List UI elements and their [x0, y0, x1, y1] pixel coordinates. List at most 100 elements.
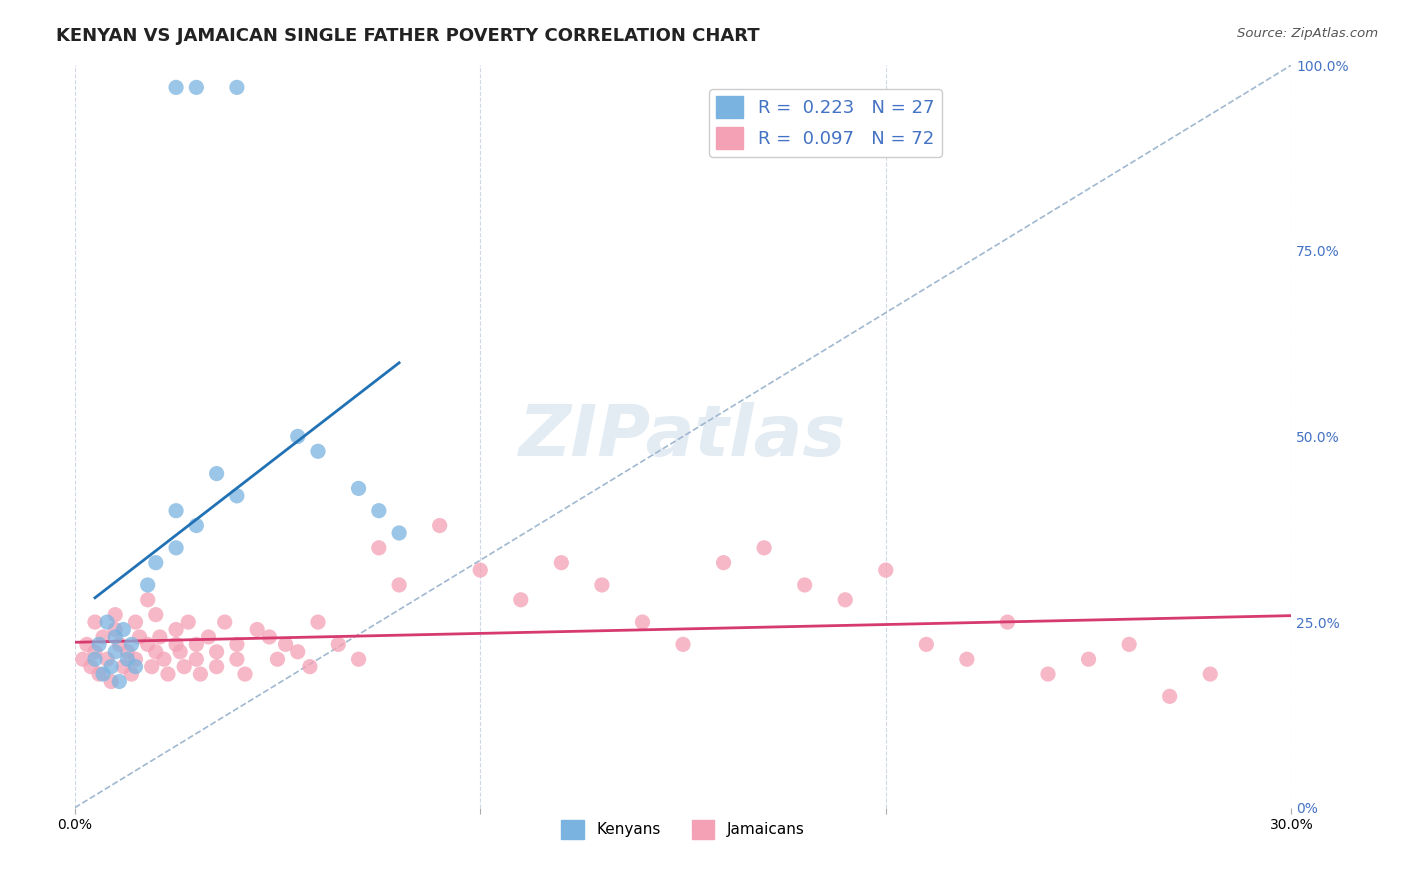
Point [141, 659, 163, 673]
Point [112, 659, 135, 673]
Point [1159, 690, 1181, 704]
Point [91, 667, 114, 681]
Point [145, 556, 167, 570]
Point [84, 615, 107, 629]
Point [225, 652, 247, 666]
Point [124, 615, 146, 629]
Point [156, 667, 179, 681]
Point [120, 637, 142, 651]
Point [225, 80, 247, 95]
Point [108, 637, 131, 651]
Point [136, 637, 159, 651]
Point [76, 637, 98, 651]
Point [100, 674, 122, 689]
Point [205, 467, 228, 481]
Point [793, 578, 815, 592]
Point [145, 607, 167, 622]
Point [550, 556, 572, 570]
Point [388, 578, 411, 592]
Point [165, 623, 187, 637]
Point [96, 652, 118, 666]
Point [233, 667, 256, 681]
Legend: Kenyans, Jamaicans: Kenyans, Jamaicans [555, 814, 811, 845]
Point [136, 578, 159, 592]
Point [1199, 667, 1222, 681]
Point [96, 615, 118, 629]
Point [915, 637, 938, 651]
Point [287, 429, 309, 443]
Point [108, 674, 131, 689]
Point [104, 623, 127, 637]
Point [186, 80, 208, 95]
Point [112, 623, 135, 637]
Point [367, 504, 389, 518]
Point [713, 556, 735, 570]
Point [104, 630, 127, 644]
Point [205, 659, 228, 673]
Point [124, 652, 146, 666]
Point [128, 630, 150, 644]
Point [117, 652, 139, 666]
Point [205, 645, 228, 659]
Point [104, 645, 127, 659]
Text: ZIPatlas: ZIPatlas [519, 402, 846, 471]
Point [298, 659, 321, 673]
Point [347, 652, 370, 666]
Point [214, 615, 236, 629]
Point [834, 592, 856, 607]
Point [347, 482, 370, 496]
Point [136, 592, 159, 607]
Point [1077, 652, 1099, 666]
Point [388, 525, 411, 540]
Point [91, 630, 114, 644]
Point [225, 637, 247, 651]
Point [1118, 637, 1140, 651]
Point [509, 592, 531, 607]
Point [186, 652, 208, 666]
Point [197, 630, 219, 644]
Point [225, 489, 247, 503]
Point [165, 80, 187, 95]
Point [149, 630, 172, 644]
Point [173, 659, 195, 673]
Point [100, 659, 122, 673]
Point [165, 541, 187, 555]
Point [591, 578, 613, 592]
Point [104, 607, 127, 622]
Point [672, 637, 695, 651]
Point [186, 637, 208, 651]
Point [165, 504, 187, 518]
Point [259, 630, 281, 644]
Point [153, 652, 176, 666]
Point [752, 541, 775, 555]
Point [120, 667, 142, 681]
Point [631, 615, 654, 629]
Point [169, 645, 191, 659]
Point [1036, 667, 1059, 681]
Point [117, 645, 139, 659]
Point [84, 645, 107, 659]
Text: KENYAN VS JAMAICAN SINGLE FATHER POVERTY CORRELATION CHART: KENYAN VS JAMAICAN SINGLE FATHER POVERTY… [56, 27, 759, 45]
Point [165, 637, 187, 651]
Point [367, 541, 389, 555]
Point [87, 637, 110, 651]
Point [266, 652, 288, 666]
Point [84, 652, 107, 666]
Point [186, 518, 208, 533]
Text: Source: ZipAtlas.com: Source: ZipAtlas.com [1237, 27, 1378, 40]
Point [190, 667, 212, 681]
Point [124, 659, 146, 673]
Point [470, 563, 492, 577]
Point [274, 637, 297, 651]
Point [145, 645, 167, 659]
Point [72, 652, 94, 666]
Point [997, 615, 1019, 629]
Point [287, 645, 309, 659]
Point [307, 444, 329, 458]
Point [875, 563, 897, 577]
Point [246, 623, 269, 637]
Point [177, 615, 200, 629]
Point [87, 667, 110, 681]
Point [328, 637, 350, 651]
Point [80, 659, 103, 673]
